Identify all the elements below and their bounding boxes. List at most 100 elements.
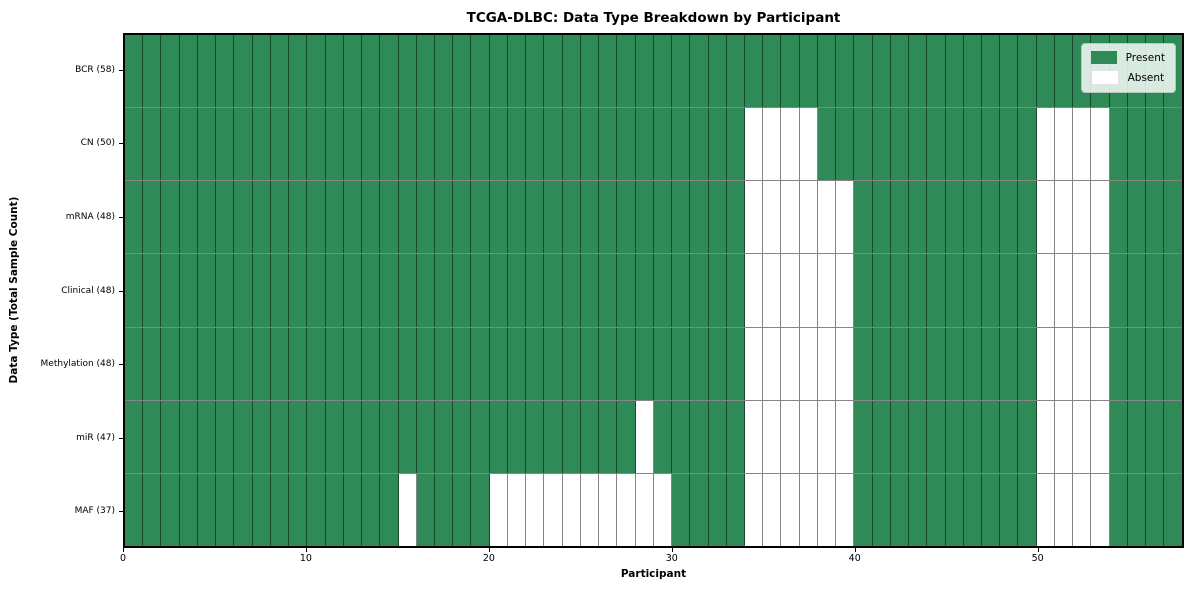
heatmap-cell [617, 254, 636, 327]
heatmap-cell [635, 181, 654, 254]
heatmap-cell [763, 35, 782, 108]
heatmap-cell [817, 473, 837, 546]
heatmap-cell [653, 181, 673, 254]
heatmap-cell [744, 473, 764, 546]
heatmap-cell [1000, 108, 1019, 181]
heatmap-cell [580, 181, 600, 254]
heatmap-cell [125, 473, 144, 546]
heatmap-cell [197, 254, 217, 327]
heatmap-cell [289, 327, 308, 400]
heatmap-cell [562, 35, 581, 108]
heatmap-cell [343, 400, 363, 473]
heatmap-cell [434, 35, 454, 108]
heatmap-cell [744, 181, 764, 254]
heatmap-cell [744, 108, 764, 181]
heatmap-cell [708, 108, 727, 181]
heatmap-cell [963, 327, 983, 400]
heatmap-cell [945, 108, 964, 181]
heatmap-cell [672, 181, 691, 254]
heatmap-cell [909, 400, 928, 473]
legend-swatch-absent [1090, 70, 1119, 85]
heatmap-cell [1018, 400, 1037, 473]
heatmap-cell [872, 181, 891, 254]
heatmap-cell [617, 181, 636, 254]
y-tick-label-bcr: BCR (58) [75, 64, 115, 75]
heatmap-cell [872, 400, 891, 473]
heatmap-cell [544, 327, 563, 400]
heatmap-cell [179, 400, 198, 473]
heatmap-cell [453, 400, 472, 473]
heatmap-cell [945, 327, 964, 400]
heatmap-cell [380, 254, 399, 327]
heatmap-cell [1146, 327, 1165, 400]
heatmap-cell [197, 473, 217, 546]
heatmap-cell [781, 254, 800, 327]
heatmap-cell [836, 108, 855, 181]
heatmap-cell [197, 400, 217, 473]
heatmap-row-methylation [125, 327, 1182, 401]
heatmap-cell [1127, 254, 1147, 327]
heatmap-cell [909, 35, 928, 108]
heatmap-cell [216, 254, 235, 327]
heatmap-cell [909, 254, 928, 327]
heatmap-cell [890, 327, 910, 400]
heatmap-cell [635, 108, 654, 181]
heatmap-cell [1109, 181, 1128, 254]
heatmap-cell [161, 108, 180, 181]
heatmap-cell [945, 35, 964, 108]
plot-area: Present Absent [123, 33, 1184, 548]
heatmap-cell [1036, 35, 1055, 108]
heatmap-cell [1146, 400, 1165, 473]
heatmap-cell [398, 473, 417, 546]
heatmap-cell [854, 327, 873, 400]
heatmap-cell [799, 473, 818, 546]
y-tick-mark [119, 143, 123, 145]
heatmap-row-clinical [125, 254, 1182, 328]
heatmap-cell [982, 327, 1001, 400]
heatmap-cell [179, 35, 198, 108]
heatmap-cell [507, 473, 527, 546]
heatmap-cell [872, 254, 891, 327]
heatmap-cell [1054, 35, 1074, 108]
heatmap-cell [982, 181, 1001, 254]
heatmap-cell [380, 473, 399, 546]
heatmap-cell [617, 327, 636, 400]
heatmap-cell [362, 108, 381, 181]
heatmap-cell [526, 327, 545, 400]
heatmap-cell [197, 35, 217, 108]
heatmap-cell [434, 327, 454, 400]
heatmap-cell [854, 400, 873, 473]
heatmap-cell [836, 181, 855, 254]
heatmap-cell [562, 108, 581, 181]
heatmap-cell [890, 35, 910, 108]
heatmap-cell [325, 400, 344, 473]
heatmap-cell [890, 473, 910, 546]
heatmap-cell [143, 254, 162, 327]
heatmap-cell [909, 108, 928, 181]
heatmap-cell [471, 473, 490, 546]
heatmap-cell [1036, 254, 1055, 327]
heatmap-cell [1036, 400, 1055, 473]
heatmap-cell [289, 35, 308, 108]
heatmap-cell [562, 254, 581, 327]
heatmap-cell [854, 181, 873, 254]
heatmap-cell [453, 254, 472, 327]
x-tick-label: 40 [848, 553, 861, 564]
heatmap-cell [1073, 327, 1092, 400]
heatmap-cell [635, 327, 654, 400]
heatmap-cell [945, 254, 964, 327]
x-tick-label: 50 [1031, 553, 1044, 564]
heatmap-cell [690, 35, 709, 108]
heatmap-cell [544, 400, 563, 473]
heatmap-cell [1146, 108, 1165, 181]
heatmap-cell [161, 254, 180, 327]
heatmap-cell [909, 181, 928, 254]
heatmap-cell [635, 254, 654, 327]
heatmap-cell [1018, 254, 1037, 327]
heatmap-row-mrna [125, 181, 1182, 255]
heatmap-cell [799, 327, 818, 400]
heatmap-cell [289, 400, 308, 473]
heatmap-cell [653, 327, 673, 400]
heatmap-cell [143, 181, 162, 254]
legend: Present Absent [1080, 43, 1176, 93]
